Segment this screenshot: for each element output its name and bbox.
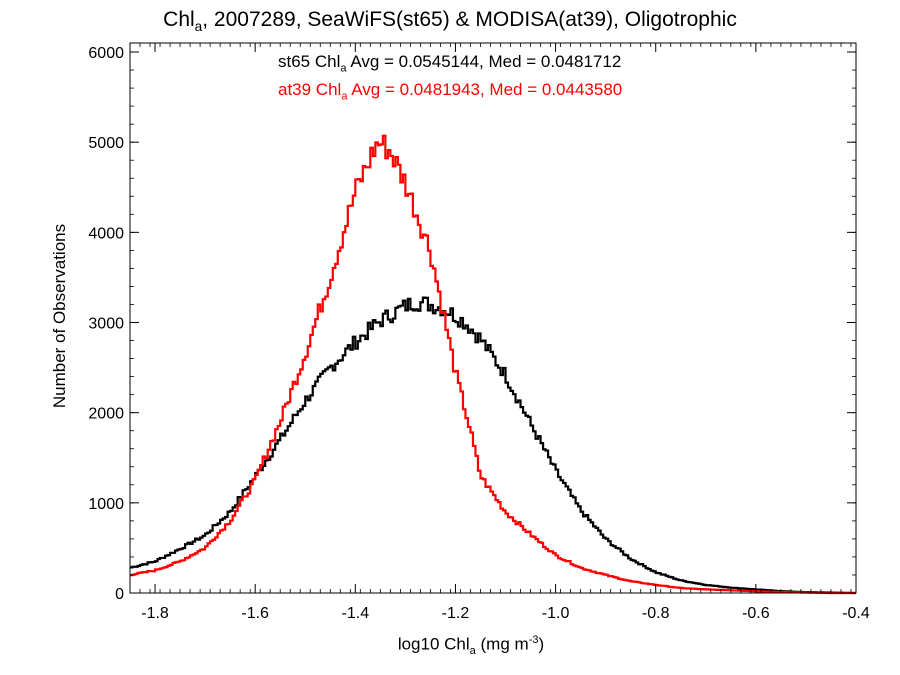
- x-tick-label: -0.6: [742, 605, 770, 622]
- y-tick-label: 1000: [88, 496, 124, 513]
- x-tick-label: -0.4: [842, 605, 870, 622]
- y-axis-label: Number of Observations: [50, 223, 69, 409]
- x-tick-label: -1.4: [342, 605, 370, 622]
- x-tick-label: -1.6: [241, 605, 269, 622]
- x-tick-label: -1.2: [442, 605, 470, 622]
- plot-frame: [129, 42, 857, 594]
- y-tick-label: 6000: [88, 45, 124, 62]
- y-tick-label: 0: [115, 586, 124, 603]
- histogram-series-1: [130, 134, 856, 595]
- y-tick-label: 5000: [88, 135, 124, 152]
- x-axis-label: log10 Chla (mg m-3): [397, 634, 545, 658]
- y-tick-label: 2000: [88, 406, 124, 423]
- y-tick-label: 4000: [88, 225, 124, 242]
- x-tick-label: -1.0: [542, 605, 570, 622]
- x-tick-label: -0.8: [642, 605, 670, 622]
- x-tick-label: -1.8: [141, 605, 169, 622]
- stat-annotation-at39: at39 Chla Avg = 0.0481943, Med = 0.04435…: [278, 80, 623, 103]
- chart-title: Chla, 2007289, SeaWiFS(st65) & MODISA(at…: [163, 8, 737, 35]
- histogram-series-0: [130, 296, 856, 595]
- y-tick-label: 3000: [88, 316, 124, 333]
- stat-annotation-st65: st65 Chla Avg = 0.0545144, Med = 0.04817…: [278, 52, 622, 75]
